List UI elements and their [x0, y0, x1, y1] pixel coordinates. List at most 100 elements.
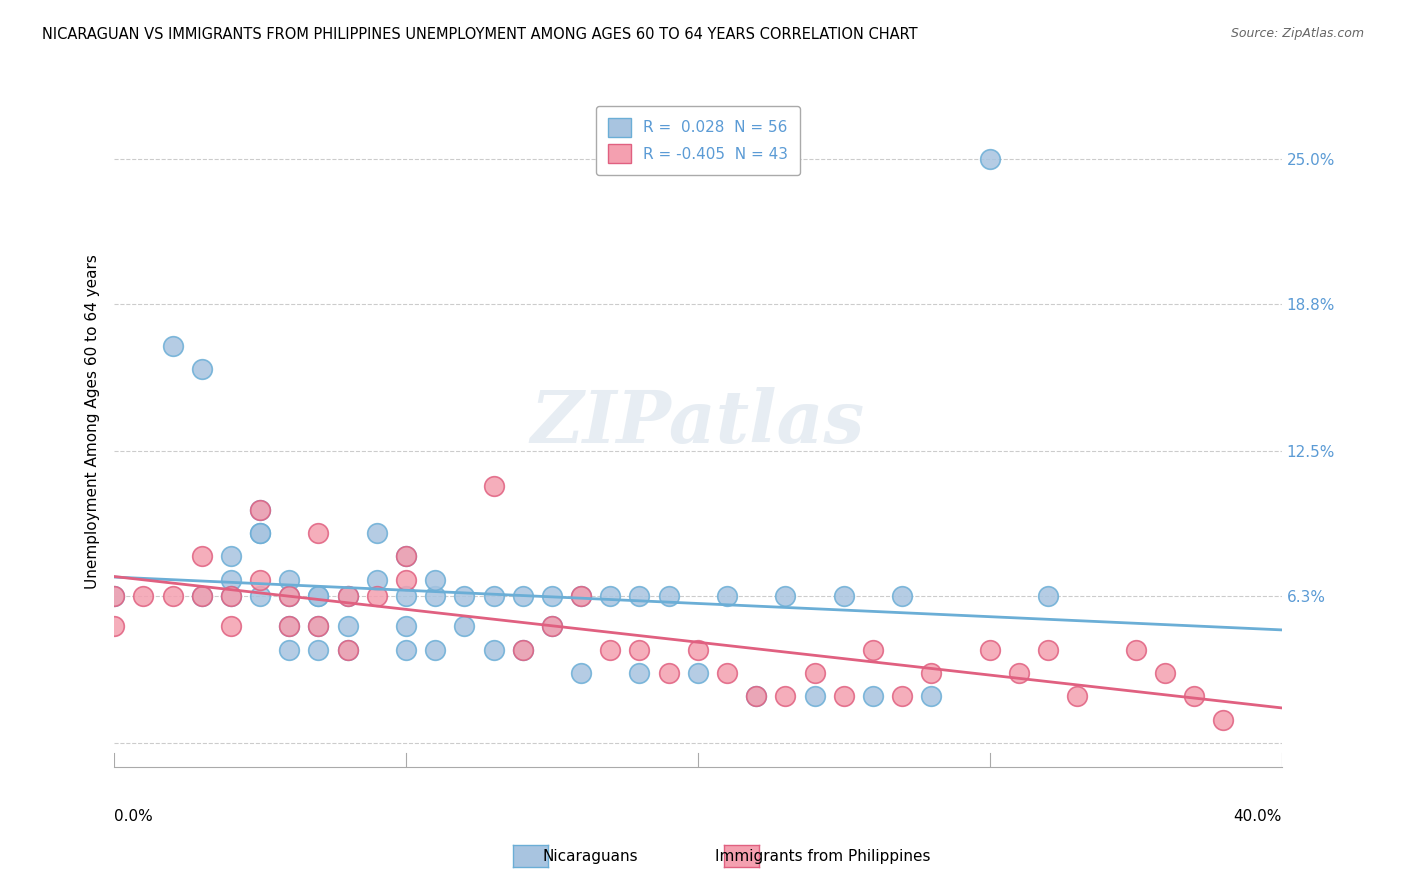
Point: [308, 525, 330, 540]
Point: [308, 589, 330, 603]
Point: [891, 690, 914, 704]
Point: [425, 589, 447, 603]
Legend: R =  0.028  N = 56, R = -0.405  N = 43: R = 0.028 N = 56, R = -0.405 N = 43: [596, 106, 800, 175]
Point: [395, 549, 418, 564]
Point: [803, 666, 825, 681]
Point: [920, 666, 942, 681]
Point: [366, 573, 388, 587]
Point: [1036, 589, 1059, 603]
Point: [1182, 690, 1205, 704]
Point: [891, 589, 914, 603]
Point: [278, 589, 301, 603]
Point: [308, 589, 330, 603]
Point: [162, 339, 184, 353]
Point: [453, 589, 475, 603]
Point: [395, 589, 418, 603]
Point: [628, 589, 651, 603]
Point: [249, 525, 271, 540]
Point: [278, 573, 301, 587]
Point: [628, 642, 651, 657]
Text: 40.0%: 40.0%: [1233, 809, 1281, 823]
Point: [336, 619, 359, 633]
Point: [190, 589, 212, 603]
Point: [745, 690, 768, 704]
Point: [453, 619, 475, 633]
Point: [249, 502, 271, 516]
Point: [219, 619, 242, 633]
Point: [162, 589, 184, 603]
Point: [219, 573, 242, 587]
Point: [425, 573, 447, 587]
Point: [1125, 642, 1147, 657]
Point: [686, 642, 709, 657]
Point: [979, 152, 1001, 166]
Point: [862, 642, 884, 657]
Point: [278, 589, 301, 603]
Point: [1212, 713, 1234, 727]
Point: [482, 589, 505, 603]
Point: [366, 589, 388, 603]
Point: [658, 589, 681, 603]
Point: [1036, 642, 1059, 657]
Point: [103, 589, 125, 603]
Point: [308, 619, 330, 633]
Point: [395, 549, 418, 564]
Point: [775, 589, 797, 603]
Point: [541, 619, 564, 633]
Point: [862, 690, 884, 704]
Point: [512, 642, 534, 657]
Point: [249, 573, 271, 587]
Point: [832, 690, 855, 704]
Point: [219, 589, 242, 603]
Point: [190, 589, 212, 603]
Point: [686, 666, 709, 681]
Point: [278, 619, 301, 633]
Point: [1153, 666, 1175, 681]
Point: [1066, 690, 1088, 704]
Point: [219, 589, 242, 603]
Point: [425, 642, 447, 657]
Point: [541, 619, 564, 633]
Point: [336, 589, 359, 603]
Point: [599, 642, 621, 657]
Point: [336, 589, 359, 603]
Point: [482, 479, 505, 493]
Point: [1008, 666, 1031, 681]
Point: [745, 690, 768, 704]
Point: [832, 589, 855, 603]
Text: Nicaraguans: Nicaraguans: [543, 849, 638, 863]
Point: [132, 589, 155, 603]
Point: [512, 589, 534, 603]
Point: [249, 502, 271, 516]
Point: [190, 362, 212, 376]
Point: [628, 666, 651, 681]
Text: ZIPatlas: ZIPatlas: [531, 386, 865, 458]
Point: [103, 589, 125, 603]
Point: [482, 642, 505, 657]
Point: [395, 642, 418, 657]
Point: [190, 549, 212, 564]
Point: [716, 666, 738, 681]
Point: [569, 666, 592, 681]
Point: [336, 642, 359, 657]
Point: [803, 690, 825, 704]
Point: [512, 642, 534, 657]
Point: [979, 642, 1001, 657]
Point: [308, 642, 330, 657]
Text: Immigrants from Philippines: Immigrants from Philippines: [714, 849, 931, 863]
Text: NICARAGUAN VS IMMIGRANTS FROM PHILIPPINES UNEMPLOYMENT AMONG AGES 60 TO 64 YEARS: NICARAGUAN VS IMMIGRANTS FROM PHILIPPINE…: [42, 27, 918, 42]
Point: [366, 525, 388, 540]
Point: [278, 619, 301, 633]
Point: [569, 589, 592, 603]
Text: 0.0%: 0.0%: [114, 809, 153, 823]
Point: [336, 642, 359, 657]
Point: [308, 619, 330, 633]
Point: [775, 690, 797, 704]
Point: [920, 690, 942, 704]
Point: [249, 525, 271, 540]
Point: [278, 642, 301, 657]
Point: [569, 589, 592, 603]
Point: [395, 619, 418, 633]
Point: [249, 589, 271, 603]
Text: Source: ZipAtlas.com: Source: ZipAtlas.com: [1230, 27, 1364, 40]
